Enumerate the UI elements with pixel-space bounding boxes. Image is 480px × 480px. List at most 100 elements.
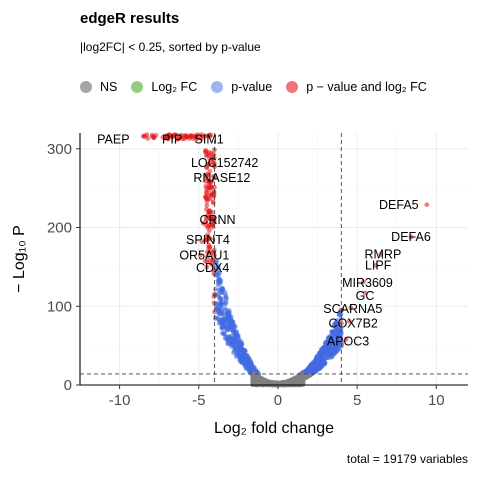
data-point <box>207 222 212 228</box>
data-point <box>245 363 251 369</box>
caption: total = 19179 variables <box>346 452 468 466</box>
data-point <box>211 218 217 224</box>
data-point <box>240 347 246 353</box>
data-point <box>207 208 213 214</box>
data-point <box>149 134 155 140</box>
data-point <box>251 364 257 370</box>
data-point <box>218 302 224 307</box>
data-point <box>195 132 200 138</box>
data-point <box>330 329 336 334</box>
legend-dot-log2fc <box>131 81 144 93</box>
data-point <box>198 252 203 258</box>
data-point <box>211 294 217 299</box>
legend-dot-pvalue <box>211 81 224 93</box>
data-point <box>362 290 368 296</box>
legend-label-log2fc: Log₂ FC <box>151 80 198 94</box>
y-tick-label: 300 <box>47 141 72 158</box>
data-point <box>312 359 318 364</box>
data-point <box>227 314 232 320</box>
data-point <box>202 133 208 139</box>
gene-label: CDX4 <box>196 261 229 275</box>
data-point <box>336 325 342 331</box>
data-point <box>316 361 322 367</box>
gene-label: SPINT4 <box>186 233 230 247</box>
y-tick-label: 0 <box>64 377 72 394</box>
legend-dot-ns <box>80 81 92 93</box>
y-tick-label: 100 <box>47 298 72 315</box>
data-point <box>346 318 352 324</box>
data-point <box>226 327 231 332</box>
legend-item-log2fc: Log₂ FC <box>131 80 197 94</box>
data-point <box>408 234 414 240</box>
gene-label: APOC3 <box>327 335 369 349</box>
data-point <box>321 361 326 367</box>
legend-item-pvalue-and-log2fc: p − value and log₂ FC <box>286 80 427 94</box>
data-point <box>329 340 335 346</box>
legend-label-ns: NS <box>100 80 118 94</box>
data-point <box>204 264 210 270</box>
data-point <box>216 278 221 284</box>
gene-label: RNASE12 <box>193 171 250 185</box>
data-point <box>337 330 342 336</box>
data-point <box>206 132 212 138</box>
data-point <box>204 165 210 171</box>
gene-label: DEFA6 <box>391 230 431 244</box>
data-point <box>241 351 246 357</box>
data-point <box>219 290 225 296</box>
gene-label: CRNN <box>199 213 235 227</box>
data-point <box>305 368 311 374</box>
data-point <box>140 133 146 139</box>
data-point <box>206 242 212 248</box>
data-point <box>199 239 205 245</box>
gene-label: SIM1 <box>195 132 224 146</box>
data-point <box>252 371 258 377</box>
data-point <box>228 340 233 346</box>
data-point <box>223 307 229 313</box>
data-point <box>199 132 204 138</box>
data-point <box>203 148 208 153</box>
gene-label: LIPF <box>365 259 392 273</box>
data-point <box>183 133 189 139</box>
data-point <box>332 345 337 351</box>
data-point <box>224 335 230 340</box>
grid <box>80 133 468 386</box>
data-point <box>307 372 313 378</box>
data-point <box>204 190 210 196</box>
data-point <box>174 132 179 138</box>
data-point <box>213 286 218 292</box>
data-point <box>191 133 197 139</box>
x-tick-label: 5 <box>353 392 361 409</box>
gene-label: MIR3609 <box>342 276 393 290</box>
data-point <box>214 259 220 264</box>
x-axis-title: Log₂ fold change <box>214 420 334 437</box>
cutoff-lines <box>80 133 468 385</box>
gene-label: GC <box>356 289 375 303</box>
data-point <box>231 338 237 344</box>
data-point <box>207 192 213 198</box>
data-point <box>317 366 323 371</box>
data-point <box>213 316 219 321</box>
data-point <box>216 310 221 315</box>
data-point <box>207 179 213 185</box>
data-point <box>207 168 213 174</box>
data-point <box>324 340 329 346</box>
data-point <box>223 318 229 324</box>
gene-label: LOC152742 <box>191 156 258 170</box>
data-point <box>214 305 220 310</box>
gene-label: SCARNA5 <box>323 302 382 316</box>
gene-label: COX7B2 <box>329 317 378 331</box>
legend-label-pvalue-and-log2fc: p − value and log₂ FC <box>306 80 427 94</box>
data-point <box>245 354 251 359</box>
data-point <box>361 279 366 285</box>
data-point <box>219 318 224 324</box>
data-point <box>223 299 229 305</box>
data-point <box>201 221 206 227</box>
data-point <box>211 193 217 199</box>
legend-item-ns: NS <box>80 80 117 94</box>
y-axis-title: − Log₁₀ P <box>11 225 28 293</box>
legend-dot-pvalue-and-log2fc <box>286 81 299 93</box>
data-point <box>319 348 325 354</box>
data-point <box>310 367 316 373</box>
